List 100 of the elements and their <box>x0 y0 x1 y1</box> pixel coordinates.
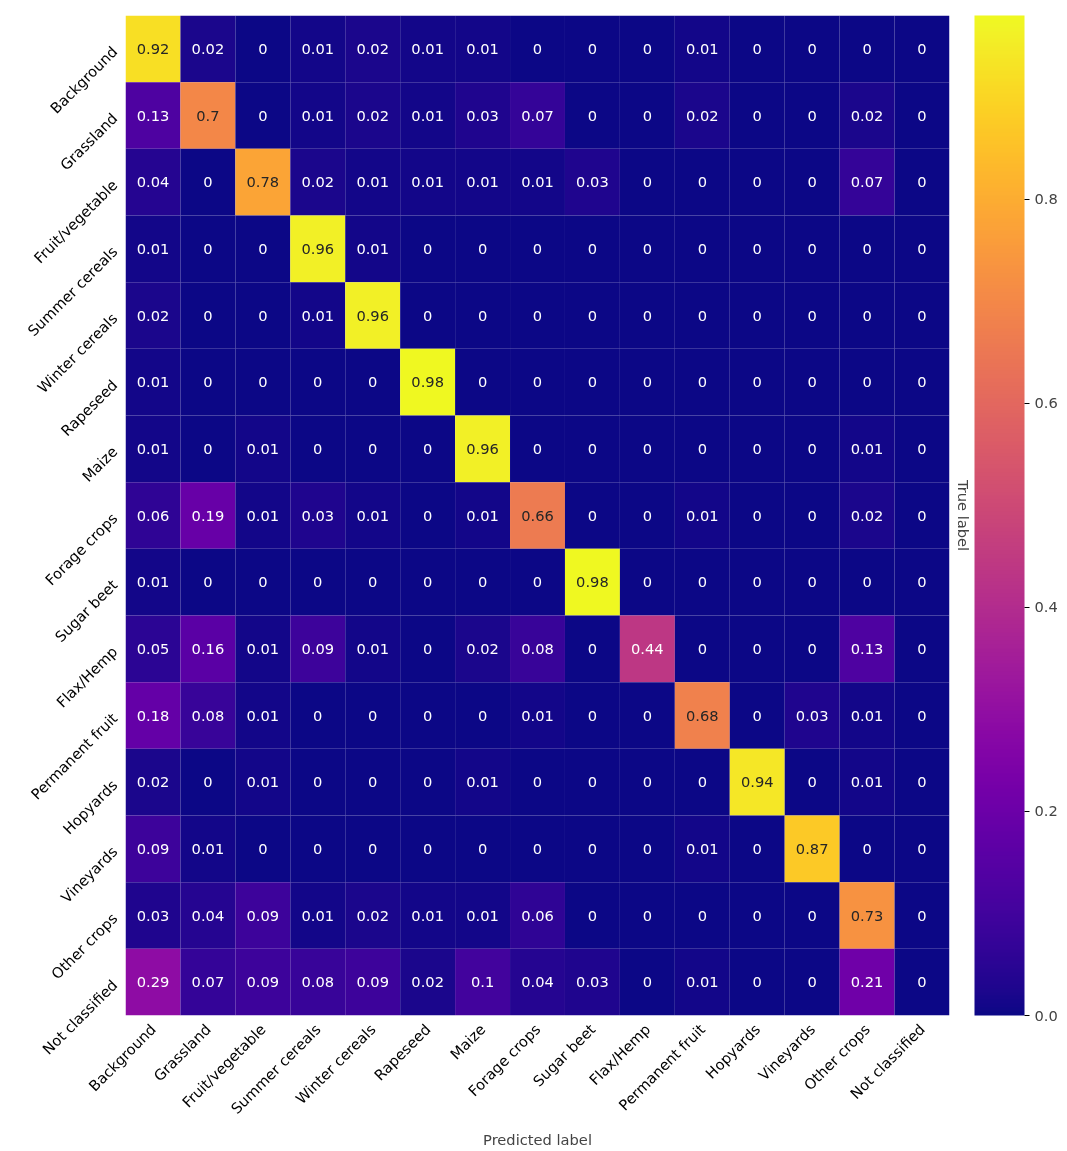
data-label: 0 <box>752 506 762 524</box>
data-label: 0.08 <box>301 973 335 991</box>
data-label: 0 <box>807 306 817 324</box>
data-label: 0 <box>422 506 433 524</box>
data-label: 0 <box>752 706 762 724</box>
data-label: 0 <box>917 506 927 524</box>
x-axis-title: Predicted label <box>483 1130 592 1148</box>
data-label: 0 <box>532 773 543 791</box>
data-label: 0 <box>258 573 268 591</box>
data-label: 0.05 <box>136 639 170 657</box>
data-label: 0 <box>258 306 268 324</box>
data-label: 0.02 <box>301 173 335 191</box>
data-label: 0 <box>807 173 817 191</box>
data-label: 0.09 <box>136 839 170 857</box>
data-label: 0 <box>313 573 323 591</box>
data-label: 0 <box>917 173 927 191</box>
data-label: 0.44 <box>631 639 664 657</box>
data-label: 0.07 <box>850 173 884 191</box>
data-label: 0 <box>752 306 762 324</box>
data-label: 0.02 <box>191 39 225 57</box>
color-bar-label: 0.6 <box>1034 394 1058 412</box>
data-label: 0.01 <box>301 906 335 924</box>
data-label: 0 <box>752 439 762 457</box>
data-label: 0 <box>807 439 817 457</box>
data-label: 0 <box>917 706 927 724</box>
data-label: 0 <box>807 973 817 991</box>
data-label: 0 <box>532 573 543 591</box>
data-label: 0.08 <box>191 706 225 724</box>
data-label: 0 <box>752 106 762 124</box>
data-label: 0 <box>917 773 927 791</box>
data-label: 0.02 <box>850 506 884 524</box>
data-label: 0.98 <box>411 373 444 391</box>
data-label: 0 <box>532 373 543 391</box>
data-label: 0 <box>862 239 872 257</box>
data-label: 0 <box>422 639 433 657</box>
data-label: 0 <box>642 173 653 191</box>
data-label: 0 <box>422 839 433 857</box>
data-label: 0 <box>642 39 653 57</box>
data-label: 0.01 <box>466 906 499 924</box>
data-label: 0 <box>752 573 762 591</box>
data-label: 0 <box>368 773 378 791</box>
data-label: 0.78 <box>246 173 280 191</box>
data-label: 0 <box>697 573 707 591</box>
data-label: 0 <box>807 373 817 391</box>
data-label: 0.96 <box>466 439 499 457</box>
data-label: 0.94 <box>740 773 774 791</box>
data-label: 0.01 <box>246 439 280 457</box>
data-label: 0.01 <box>411 906 444 924</box>
data-label: 0.01 <box>136 239 170 257</box>
data-label: 0.01 <box>685 39 719 57</box>
data-label: 0.09 <box>246 973 280 991</box>
data-label: 0 <box>368 839 378 857</box>
data-label: 0.02 <box>356 39 390 57</box>
data-label: 0 <box>697 773 707 791</box>
data-label: 0 <box>917 573 927 591</box>
data-label: 0 <box>917 106 927 124</box>
data-label: 0 <box>642 106 653 124</box>
data-label: 0.03 <box>136 906 170 924</box>
data-label: 0.01 <box>356 239 390 257</box>
data-label: 0 <box>807 906 817 924</box>
data-label: 0 <box>258 373 268 391</box>
data-label: 0 <box>752 173 762 191</box>
data-label: 0 <box>697 373 707 391</box>
data-label: 0 <box>862 573 872 591</box>
data-label: 0.01 <box>246 506 280 524</box>
data-label: 0 <box>642 439 653 457</box>
color-bar-label: 0.2 <box>1034 802 1058 820</box>
data-label: 0.01 <box>191 839 225 857</box>
data-label: 0.01 <box>521 706 554 724</box>
data-label: 0.02 <box>685 106 719 124</box>
data-label: 0 <box>587 639 598 657</box>
data-label: 0 <box>752 239 762 257</box>
data-label: 0 <box>697 173 707 191</box>
data-label: 0 <box>313 439 323 457</box>
data-label: 0 <box>587 706 598 724</box>
data-label: 0 <box>917 239 927 257</box>
data-label: 0 <box>917 373 927 391</box>
data-label: 0 <box>642 306 653 324</box>
data-label: 0.01 <box>301 306 335 324</box>
data-label: 0.02 <box>136 306 170 324</box>
data-label: 0.01 <box>411 106 444 124</box>
data-label: 0 <box>422 773 433 791</box>
data-label: 0 <box>258 39 268 57</box>
data-label: 0 <box>532 439 543 457</box>
color-bar-label: 0.8 <box>1034 190 1058 208</box>
data-label: 0 <box>862 839 872 857</box>
data-label: 0 <box>477 373 488 391</box>
data-label: 0 <box>642 373 653 391</box>
data-label: 0.73 <box>850 906 884 924</box>
data-label: 0.03 <box>576 173 609 191</box>
data-label: 0 <box>368 573 378 591</box>
data-label: 0 <box>532 839 543 857</box>
data-label: 0.01 <box>356 173 390 191</box>
data-label: 0 <box>917 639 927 657</box>
data-label: 0.01 <box>246 706 280 724</box>
data-label: 0.01 <box>136 439 170 457</box>
data-label: 0 <box>422 706 433 724</box>
data-label: 0 <box>203 773 213 791</box>
data-label: 0.01 <box>521 173 554 191</box>
data-label: 0 <box>697 639 707 657</box>
